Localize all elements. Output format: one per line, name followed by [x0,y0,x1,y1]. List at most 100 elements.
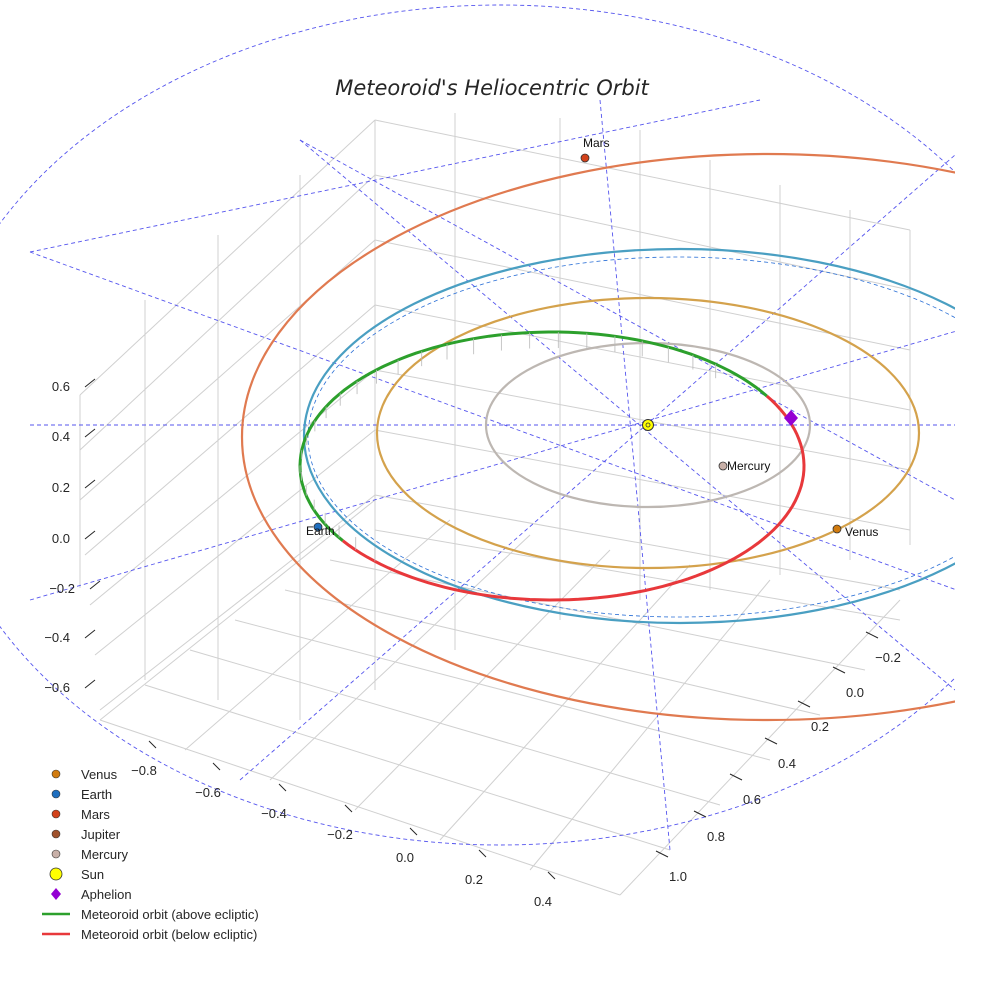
y-tick-mark [655,850,669,858]
venus-label: Venus [845,525,878,539]
x-tick-label: −0.6 [195,785,221,800]
meteoroid-orbit [298,330,806,602]
x-tick-label: −0.2 [327,827,353,842]
mercury-label: Mercury [727,459,770,473]
z-tick-label: −0.4 [44,630,70,645]
meteoroid-drop-lines [299,332,717,562]
legend-item: Venus [51,767,118,782]
y-tick-label: 0.6 [743,792,761,807]
y-tick-label: 1.0 [669,869,687,884]
earth-orbit [303,247,955,625]
legend-item: Jupiter [51,827,121,842]
legend-label: Venus [81,767,118,782]
y-tick-label: 0.2 [811,719,829,734]
earth-orbit-reference [307,256,955,618]
y-tick-mark [832,666,846,674]
earth-marker [313,522,323,532]
legend-marker [51,809,61,819]
meteoroid-orbit-above [298,330,768,542]
reference-ray [29,330,955,601]
z-tick-mark [89,580,101,590]
reference-ray [239,154,955,781]
z-tick-mark [84,479,96,489]
legend-marker [51,829,61,839]
legend: Venus Earth Mars Jupiter Mercury Sun Aphelion M… [42,767,259,942]
x-tick-mark [212,762,221,771]
axes-grid [79,113,911,896]
z-tick-mark [84,378,96,388]
meteoroid-orbit-below [341,394,806,602]
x-tick-mark [478,849,487,858]
x-tick-mark [409,827,418,836]
y-tick-mark [764,737,778,745]
legend-item: Sun [49,867,104,882]
y-tick-mark [865,631,879,639]
ecliptic-outer-circle [0,4,955,846]
legend-label: Mercury [81,847,128,862]
legend-marker [51,769,61,779]
legend-label: Meteoroid orbit (above ecliptic) [81,907,259,922]
z-tick-mark [84,679,96,689]
legend-marker [51,888,61,900]
z-tick-label: 0.4 [52,429,70,444]
x-tick-label: −0.8 [131,763,157,778]
mars-label: Mars [583,136,610,150]
reference-ray [299,139,955,501]
y-tick-mark [797,700,811,708]
sun-core [645,422,651,428]
reference-lines [0,4,955,851]
legend-item: Mars [51,807,110,822]
reference-ray [299,139,955,691]
legend-label: Earth [81,787,112,802]
y-tick-mark [729,773,743,781]
x-tick-mark [278,783,287,792]
y-tick-label: −0.2 [875,650,901,665]
x-tick-label: 0.2 [465,872,483,887]
legend-marker [51,789,61,799]
y-tick-label: 0.8 [707,829,725,844]
z-tick-mark [84,629,96,639]
mars-orbit [241,152,955,722]
mars-marker [580,153,590,163]
aphelion-marker [784,410,798,426]
legend-item: Earth [51,787,112,802]
earth-label: Earth [306,524,335,538]
z-tick-mark [84,428,96,438]
x-tick-label: 0.0 [396,850,414,865]
x-tick-label: −0.4 [261,806,287,821]
z-tick-label: 0.6 [52,379,70,394]
sun-marker [642,419,654,431]
reference-ray [29,99,761,253]
z-tick-label: −0.6 [44,680,70,695]
reference-ray [29,251,955,590]
legend-item: Mercury [51,847,128,862]
reference-ray [599,99,671,851]
venus-marker [832,524,842,534]
x-tick-label: 0.4 [534,894,552,909]
x-tick-mark [547,871,556,880]
legend-label: Meteoroid orbit (below ecliptic) [81,927,257,942]
legend-marker [49,867,63,881]
z-tick-label: −0.2 [49,581,75,596]
mercury-marker [718,461,728,471]
chart-title: Meteoroid's Heliocentric Orbit [335,76,649,100]
y-tick-label: 0.0 [846,685,864,700]
z-tick-label: 0.0 [52,531,70,546]
venus-orbit [375,296,921,570]
legend-label: Aphelion [81,887,132,902]
x-tick-mark [148,740,157,749]
z-tick-label: 0.2 [52,480,70,495]
y-tick-label: 0.4 [778,756,796,771]
legend-item: Aphelion [51,887,132,902]
legend-marker [51,849,61,859]
legend-item: Meteoroid orbit (below ecliptic) [42,927,257,942]
axis-ticks: −0.6 −0.4 −0.2 0.0 0.2 0.4 0.6 −0.8 −0.6 −0.4 −0.2… [44,378,901,909]
legend-label: Jupiter [81,827,121,842]
y-tick-mark [693,810,707,818]
legend-item: Meteoroid orbit (above ecliptic) [42,907,259,922]
z-tick-mark [84,530,96,540]
bodies: Venus Earth Mars Mercury [306,136,878,539]
x-tick-mark [344,804,353,813]
legend-label: Mars [81,807,110,822]
